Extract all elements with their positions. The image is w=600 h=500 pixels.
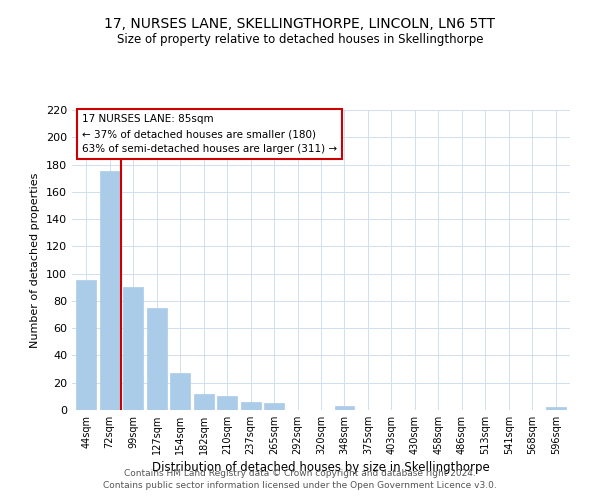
Text: Contains HM Land Registry data © Crown copyright and database right 2024.
Contai: Contains HM Land Registry data © Crown c…: [103, 468, 497, 490]
Bar: [264, 403, 284, 410]
Bar: [241, 402, 260, 410]
Bar: [546, 408, 566, 410]
Bar: [194, 394, 214, 410]
Text: 17 NURSES LANE: 85sqm
← 37% of detached houses are smaller (180)
63% of semi-det: 17 NURSES LANE: 85sqm ← 37% of detached …: [82, 114, 337, 154]
Bar: [76, 280, 96, 410]
X-axis label: Distribution of detached houses by size in Skellingthorpe: Distribution of detached houses by size …: [152, 461, 490, 474]
Bar: [170, 373, 190, 410]
Bar: [217, 396, 237, 410]
Bar: [335, 406, 355, 410]
Text: 17, NURSES LANE, SKELLINGTHORPE, LINCOLN, LN6 5TT: 17, NURSES LANE, SKELLINGTHORPE, LINCOLN…: [104, 18, 496, 32]
Bar: [100, 172, 119, 410]
Bar: [146, 308, 167, 410]
Y-axis label: Number of detached properties: Number of detached properties: [31, 172, 40, 348]
Text: Size of property relative to detached houses in Skellingthorpe: Size of property relative to detached ho…: [117, 32, 483, 46]
Bar: [123, 288, 143, 410]
